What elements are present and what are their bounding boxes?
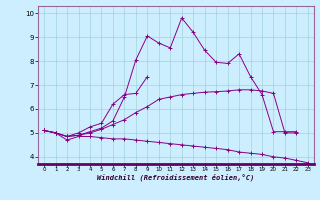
X-axis label: Windchill (Refroidissement éolien,°C): Windchill (Refroidissement éolien,°C): [97, 174, 255, 181]
